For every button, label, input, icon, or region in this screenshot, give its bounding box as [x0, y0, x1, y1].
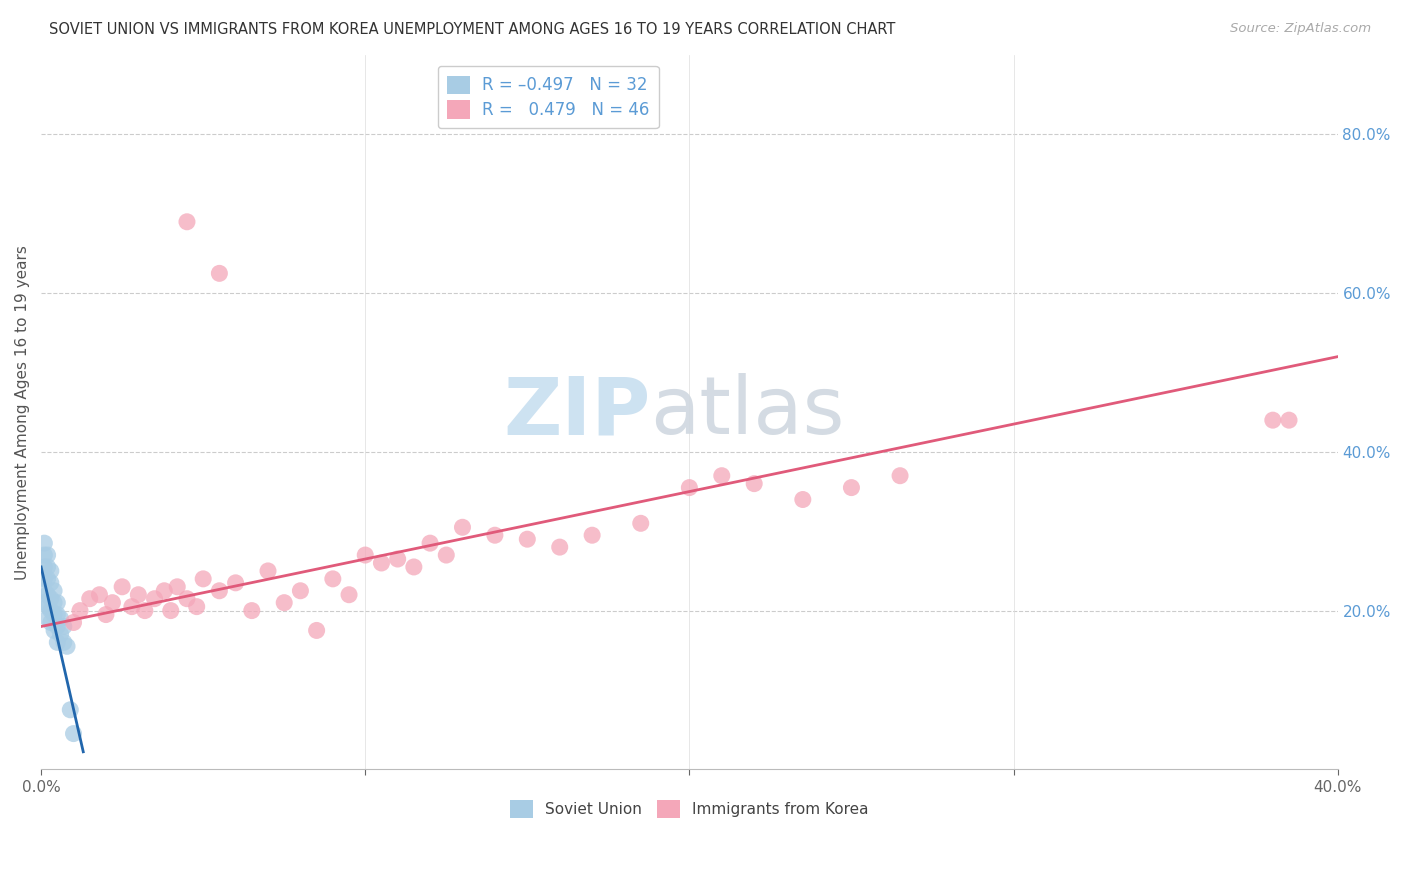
Point: [37, 560, 59, 574]
Y-axis label: Unemployment Among Ages 16 to 19 years: Unemployment Among Ages 16 to 19 years: [15, 244, 30, 580]
Point: [34, 596, 56, 610]
Point: [290, 583, 312, 598]
Point: [273, 596, 295, 610]
Point: [34, 548, 56, 562]
Point: [111, 580, 134, 594]
Point: [193, 572, 215, 586]
Point: [889, 468, 911, 483]
Point: [166, 580, 188, 594]
Point: [42, 596, 65, 610]
Point: [49, 611, 72, 625]
Point: [484, 528, 506, 542]
Point: [419, 536, 441, 550]
Point: [46, 596, 69, 610]
Point: [402, 560, 425, 574]
Point: [225, 575, 247, 590]
Point: [176, 591, 198, 606]
Point: [1278, 413, 1301, 427]
Point: [34, 583, 56, 598]
Point: [37, 548, 59, 562]
Point: [208, 583, 231, 598]
Point: [34, 560, 56, 574]
Text: atlas: atlas: [651, 373, 845, 451]
Point: [143, 591, 166, 606]
Point: [62, 615, 84, 630]
Point: [240, 604, 263, 618]
Legend: Soviet Union, Immigrants from Korea: Soviet Union, Immigrants from Korea: [502, 792, 876, 826]
Point: [46, 635, 69, 649]
Point: [37, 611, 59, 625]
Point: [52, 635, 75, 649]
Point: [37, 572, 59, 586]
Point: [42, 607, 65, 622]
Point: [52, 619, 75, 633]
Point: [387, 552, 409, 566]
Point: [516, 532, 538, 546]
Text: ZIP: ZIP: [503, 373, 651, 451]
Point: [208, 266, 231, 280]
Point: [134, 604, 156, 618]
Point: [39, 591, 62, 606]
Point: [186, 599, 208, 614]
Point: [42, 583, 65, 598]
Point: [42, 624, 65, 638]
Text: Source: ZipAtlas.com: Source: ZipAtlas.com: [1230, 22, 1371, 36]
Point: [56, 640, 79, 654]
Point: [127, 588, 149, 602]
Point: [69, 604, 91, 618]
Point: [39, 604, 62, 618]
Point: [176, 215, 198, 229]
Point: [257, 564, 280, 578]
Point: [101, 596, 124, 610]
Point: [354, 548, 377, 562]
Point: [742, 476, 765, 491]
Point: [1261, 413, 1284, 427]
Point: [451, 520, 474, 534]
Point: [305, 624, 328, 638]
Point: [39, 575, 62, 590]
Point: [46, 607, 69, 622]
Point: [153, 583, 176, 598]
Point: [34, 536, 56, 550]
Point: [62, 726, 84, 740]
Point: [630, 516, 652, 531]
Point: [581, 528, 603, 542]
Point: [49, 627, 72, 641]
Point: [678, 481, 700, 495]
Point: [37, 588, 59, 602]
Point: [39, 564, 62, 578]
Point: [121, 599, 143, 614]
Point: [89, 588, 111, 602]
Point: [337, 588, 360, 602]
Point: [34, 572, 56, 586]
Point: [841, 481, 863, 495]
Point: [322, 572, 344, 586]
Point: [434, 548, 457, 562]
Point: [94, 607, 117, 622]
Text: SOVIET UNION VS IMMIGRANTS FROM KOREA UNEMPLOYMENT AMONG AGES 16 TO 19 YEARS COR: SOVIET UNION VS IMMIGRANTS FROM KOREA UN…: [49, 22, 896, 37]
Point: [39, 615, 62, 630]
Point: [37, 599, 59, 614]
Point: [79, 591, 101, 606]
Point: [46, 619, 69, 633]
Point: [792, 492, 814, 507]
Point: [159, 604, 181, 618]
Point: [370, 556, 392, 570]
Point: [710, 468, 733, 483]
Point: [548, 540, 571, 554]
Point: [59, 703, 82, 717]
